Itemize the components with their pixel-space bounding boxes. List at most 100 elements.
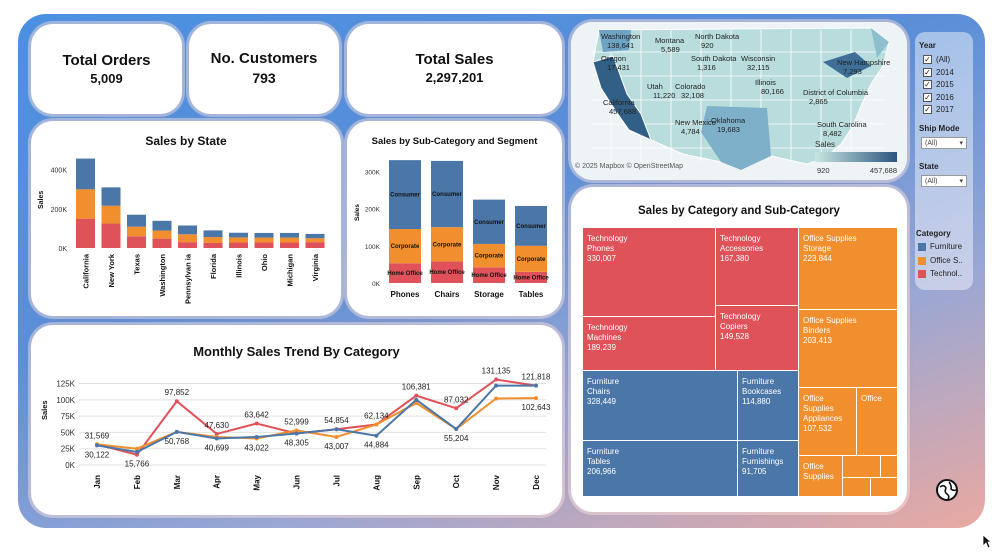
map-state-name: Washington <box>601 32 640 41</box>
globe-icon[interactable] <box>935 478 959 502</box>
treemap-small-cell[interactable] <box>842 455 882 479</box>
treemap-cell[interactable]: Technology Accessories 167,380 <box>715 227 799 318</box>
treemap-cell-subcategory: Furnishings <box>742 457 784 466</box>
line-value-label: 102,643 <box>522 403 551 412</box>
map-card[interactable]: Washington 138,641 Montana 5,589 North Dakot… <box>571 22 907 180</box>
treemap-cell-category: Furniture <box>742 447 775 456</box>
state-bar-segment <box>254 242 274 248</box>
line-point <box>494 396 499 401</box>
line-value-label: 15,766 <box>125 460 150 469</box>
map-legend-max: 457,688 <box>870 166 897 175</box>
year-checkbox[interactable]: ✓ <box>923 105 932 114</box>
state-bar-segment <box>76 218 95 248</box>
ship-mode-dropdown[interactable]: (All) ▾ <box>921 137 967 149</box>
treemap-small-cell[interactable] <box>842 477 872 497</box>
state-bar-segment <box>203 242 223 248</box>
map-state-name: Illinois <box>755 78 776 87</box>
state-dropdown[interactable]: (All) ▾ <box>921 175 967 187</box>
kpi-total-sales-label: Total Sales <box>415 51 494 68</box>
state-y-tick: 400K <box>51 168 68 175</box>
line-x-label: Nov <box>492 474 501 490</box>
treemap-small-cell[interactable] <box>880 455 898 479</box>
treemap-cell[interactable]: Office Supplies Binders 203,413 <box>798 309 898 389</box>
line-series <box>96 384 536 454</box>
filter-state-label: State <box>919 162 939 171</box>
line-point <box>95 443 99 448</box>
line-value-label: 63,642 <box>244 411 269 420</box>
map-state-name: New Hampshire <box>837 58 890 67</box>
treemap-cell-subcategory: Bookcases <box>742 387 782 396</box>
treemap-cell[interactable]: Office Supplies Storage 223,844 <box>798 227 898 311</box>
state-bar-segment <box>280 237 299 243</box>
state-x-label: California <box>82 253 91 288</box>
sales-by-state-chart: 400K 200K 0K Sales California New York Texas Wa… <box>38 158 325 304</box>
treemap-cell-value: 330,007 <box>587 254 616 263</box>
treemap-cell-category: Technology <box>587 323 628 332</box>
year-checkbox[interactable]: ✓ <box>923 55 932 64</box>
treemap-cell[interactable]: Technology Phones 330,007 <box>582 227 717 318</box>
state-bar-segment <box>127 226 146 237</box>
subcat-bar-segment <box>473 243 505 268</box>
legend-item-label[interactable]: Furniture <box>930 242 963 251</box>
line-y-tick: 100K <box>56 396 75 405</box>
year-checkbox[interactable]: ✓ <box>923 67 932 77</box>
subcat-segment-label: Consumer <box>390 193 420 199</box>
subcat-bar-segment <box>473 267 505 283</box>
treemap-cell[interactable]: Furniture Chairs 328,449 <box>582 370 739 442</box>
line-value-label: 131,135 <box>482 367 511 376</box>
treemap-cell[interactable]: Furniture Furnishings 91,705 <box>737 440 799 497</box>
map-legend-title: Sales <box>815 140 835 149</box>
treemap-cell-subcategory: Appliances <box>803 414 843 423</box>
state-x-label: Virginia <box>311 253 320 281</box>
legend-item-label[interactable]: Technol.. <box>930 269 963 278</box>
legend-item-label[interactable]: Office S.. <box>930 255 963 265</box>
treemap-cell-category: Office Supplies <box>803 234 857 243</box>
subcat-bar-segment <box>515 245 547 272</box>
map-state-name: New Mexico <box>675 118 716 127</box>
map-state-value: 5,589 <box>661 45 680 54</box>
line-y-tick: 50K <box>61 428 76 437</box>
line-point <box>374 422 379 427</box>
subcat-bar-segment <box>389 160 421 230</box>
state-bar-segment <box>280 232 299 238</box>
year-checkbox[interactable]: ✓ <box>923 92 932 102</box>
treemap-cell[interactable]: Furniture Bookcases 114,880 <box>737 370 799 442</box>
subcat-bar-segment <box>431 227 463 262</box>
map-state-name: Oregon <box>601 54 626 63</box>
subcat-segment-label: Corporate <box>433 242 462 248</box>
line-value-label: 50,768 <box>165 437 190 446</box>
map-state-value: 7,293 <box>843 67 862 76</box>
monthly-trend-title: Monthly Sales Trend By Category <box>193 344 400 359</box>
line-x-label: Oct <box>452 475 461 489</box>
subcat-segment-label: Corporate <box>475 254 504 260</box>
year-option-label: (All) <box>936 55 951 64</box>
line-series <box>96 397 537 450</box>
map-copyright: © 2025 Mapbox © OpenStreetMap <box>575 162 683 170</box>
line-point <box>294 431 299 436</box>
monthly-trend-chart: 0K 25K 50K 75K 100K 125K Sales 31,569 30,122 15,7… <box>40 367 551 491</box>
treemap-cell[interactable]: Technology Copiers 149,528 <box>715 305 799 372</box>
treemap-cell[interactable]: Office <box>856 387 898 457</box>
line-y-tick: 25K <box>61 445 76 454</box>
subcat-x-label: Tables <box>519 290 544 299</box>
map-state-value: 32,115 <box>747 63 769 72</box>
treemap-cell-subcategory: Chairs <box>587 387 611 396</box>
year-checkbox[interactable]: ✓ <box>923 80 932 89</box>
state-value: (All) <box>925 178 938 185</box>
state-x-label: Pennsylvan ia <box>184 253 193 304</box>
line-x-label: Jun <box>293 475 302 489</box>
state-x-label: Ohio <box>260 254 269 271</box>
treemap-cell[interactable]: Technology Machines 189,239 <box>582 316 717 372</box>
treemap-cell[interactable]: Office Supplies Appliances 107,532 <box>798 387 858 457</box>
treemap-cell[interactable]: Office Supplies <box>798 455 844 497</box>
state-bar-segment <box>254 237 274 243</box>
map-state-name: Wisconsin <box>741 54 775 63</box>
treemap-cell[interactable]: Furniture Tables 206,966 <box>582 440 739 497</box>
line-x-label: Dec <box>532 474 541 489</box>
line-x-label: Sep <box>412 475 421 490</box>
line-x-label: Apr <box>213 475 222 489</box>
treemap-small-cell[interactable] <box>870 477 898 497</box>
subcat-segment-label: Home Office <box>471 273 507 279</box>
line-value-label: 97,852 <box>165 388 190 397</box>
